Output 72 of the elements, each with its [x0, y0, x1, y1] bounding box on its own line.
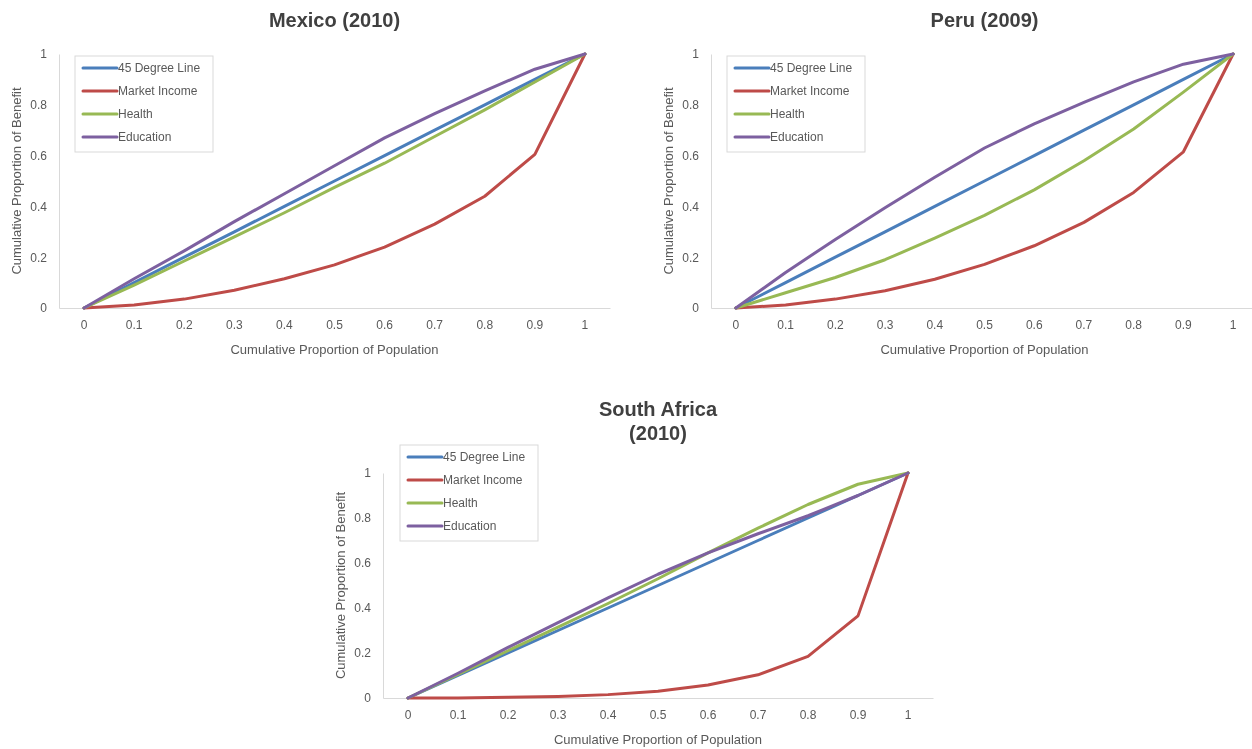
legend-label: Health	[770, 107, 805, 121]
x-tick-label: 1	[1229, 317, 1237, 332]
line-series	[734, 52, 1235, 310]
y-tick-label: 0.2	[682, 250, 700, 265]
y-tick-label: 1	[364, 466, 372, 481]
chart-title: South Africa (2010)	[598, 398, 718, 444]
y-tick-label: 0.4	[682, 199, 700, 214]
x-tick-label: 0.3	[876, 317, 894, 332]
y-tick-label: 0.4	[30, 199, 48, 214]
x-tick-label: 0.7	[426, 317, 444, 332]
y-tick-label: 0.8	[354, 511, 372, 526]
x-tick-label: 0.7	[749, 707, 767, 722]
y-axis-title: Cumulative Proportion of Benefit	[333, 491, 348, 680]
x-tick-label: 0.6	[1025, 317, 1043, 332]
y-tick-label: 0.6	[30, 148, 48, 163]
legend-label: Education	[118, 130, 172, 144]
chart-title: Peru (2009)	[930, 9, 1039, 31]
x-tick-label: 0.9	[526, 317, 544, 332]
y-tick-label: 0.6	[682, 148, 700, 163]
x-tick-label: 1	[581, 317, 589, 332]
legend-label: Market Income	[118, 84, 198, 98]
x-tick-label: 0.1	[125, 317, 143, 332]
x-tick-label: 0.4	[276, 317, 294, 332]
x-tick-label: 0.1	[777, 317, 795, 332]
y-tick-label: 0.8	[682, 98, 700, 113]
y-axis-title: Cumulative Proportion of Benefit	[9, 87, 24, 275]
x-tick-label: 0.3	[225, 317, 243, 332]
y-tick-label: 0	[692, 301, 700, 316]
legend-label: Health	[118, 107, 153, 121]
x-tick-label: 0	[80, 317, 88, 332]
x-tick-label: 0.2	[826, 317, 844, 332]
y-tick-label: 0.6	[354, 556, 372, 571]
x-tick-label: 0.1	[449, 707, 467, 722]
x-tick-label: 0.9	[1175, 317, 1193, 332]
x-tick-label: 0.5	[976, 317, 994, 332]
x-axis-title: Cumulative Proportion of Population	[880, 342, 1089, 357]
y-tick-label: 0	[40, 301, 48, 316]
x-tick-label: 0.2	[499, 707, 517, 722]
x-axis-title: Cumulative Proportion of Population	[230, 342, 439, 357]
x-tick-label: 0.8	[799, 707, 817, 722]
x-tick-label: 0	[404, 707, 412, 722]
y-tick-label: 0.4	[354, 601, 372, 616]
x-tick-label: 0.2	[175, 317, 193, 332]
legend-label: Market Income	[770, 84, 850, 98]
legend-label: Market Income	[443, 473, 523, 487]
y-tick-label: 0.2	[30, 250, 48, 265]
x-tick-label: 0.4	[599, 707, 617, 722]
legend-label: Health	[443, 496, 478, 510]
x-tick-label: 0.9	[849, 707, 867, 722]
x-tick-label: 0.8	[476, 317, 494, 332]
legend-label: 45 Degree Line	[118, 61, 201, 75]
x-tick-label: 0.4	[926, 317, 944, 332]
x-tick-label: 0	[732, 317, 740, 332]
x-tick-label: 0.7	[1075, 317, 1093, 332]
y-tick-label: 0	[364, 691, 372, 706]
x-tick-label: 1	[904, 707, 912, 722]
x-tick-label: 0.3	[549, 707, 567, 722]
y-tick-label: 0.8	[30, 98, 48, 113]
x-tick-label: 0.6	[376, 317, 394, 332]
x-axis-title: Cumulative Proportion of Population	[553, 732, 763, 747]
y-tick-label: 0.2	[354, 646, 372, 661]
legend-label: Education	[770, 130, 824, 144]
x-tick-label: 0.5	[649, 707, 667, 722]
chart-title: Mexico (2010)	[268, 9, 401, 31]
legend-label: Education	[443, 519, 497, 533]
legend-label: 45 Degree Line	[443, 450, 526, 464]
x-tick-label: 0.5	[326, 317, 344, 332]
y-axis-title: Cumulative Proportion of Benefit	[661, 87, 676, 275]
legend-label: 45 Degree Line	[770, 61, 853, 75]
x-tick-label: 0.8	[1125, 317, 1143, 332]
y-tick-label: 1	[40, 47, 48, 62]
y-tick-label: 1	[692, 47, 700, 62]
